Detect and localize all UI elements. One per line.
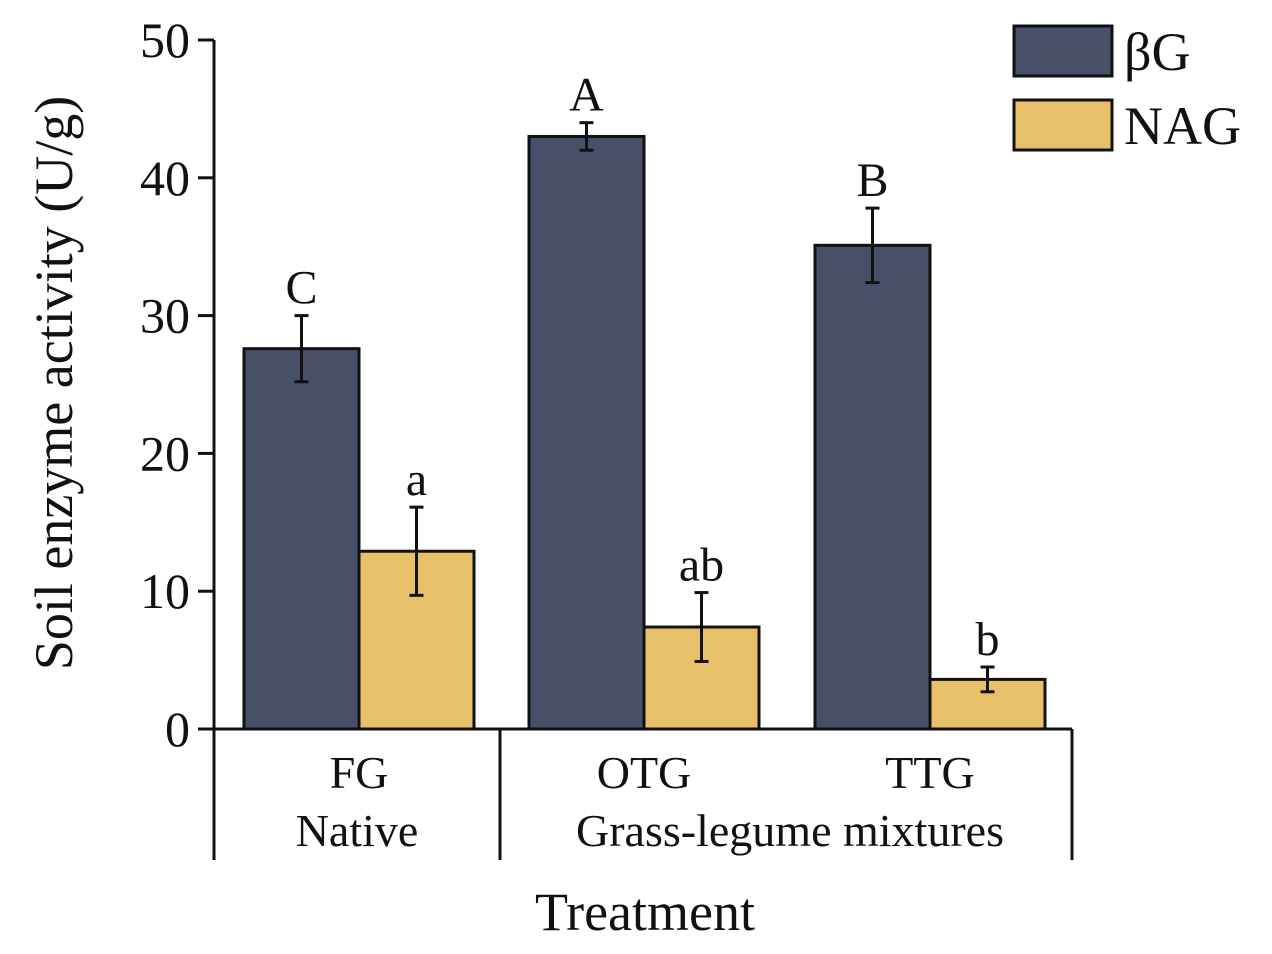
significance-letter: ab <box>679 539 724 592</box>
significance-letter: a <box>406 453 427 506</box>
significance-labels: C A Ba ab b <box>285 69 999 666</box>
bar <box>813 243 932 731</box>
x-category-label: TTG <box>885 747 974 798</box>
legend: βG NAG <box>1012 22 1241 156</box>
y-tick-label: 50 <box>140 12 190 68</box>
group-label: Grass-legume mixtures <box>576 805 1004 856</box>
y-tick-label: 20 <box>140 425 190 481</box>
x-category-label: FG <box>330 747 389 798</box>
significance-letter: A <box>569 69 604 122</box>
legend-label: βG <box>1124 22 1190 82</box>
y-tick-label: 10 <box>140 563 190 619</box>
significance-letter: C <box>285 262 317 315</box>
axes: 0 10 20 30 40 50 Native Grass-legume mixtures FG… <box>140 12 1074 860</box>
legend-swatch <box>1012 24 1114 78</box>
y-tick-label: 0 <box>165 701 190 757</box>
y-tick-label: 40 <box>140 150 190 206</box>
bars <box>242 134 1047 731</box>
legend-swatch <box>1012 98 1114 152</box>
x-axis-title: Treatment <box>535 882 755 942</box>
group-label: Native <box>296 805 419 856</box>
significance-letter: B <box>856 154 888 207</box>
bar <box>242 347 361 731</box>
x-category-label: OTG <box>597 747 692 798</box>
y-axis-title: Soil enzyme activity (U/g) <box>24 96 84 670</box>
significance-letter: b <box>976 613 1000 666</box>
y-tick-label: 30 <box>140 288 190 344</box>
error-bars <box>294 121 995 694</box>
legend-label: NAG <box>1124 96 1241 156</box>
bar <box>527 134 646 731</box>
